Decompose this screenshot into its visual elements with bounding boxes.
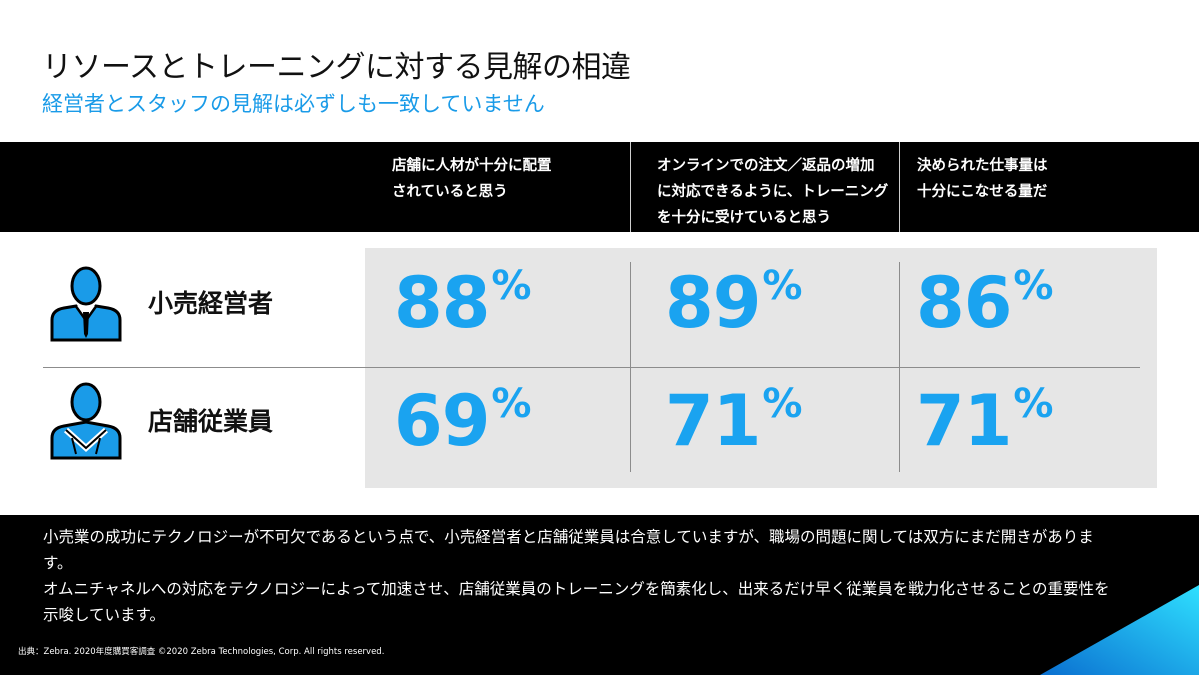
row-label-employee: 店舗従業員 [148,407,274,436]
column-header-staffing: 店舗に人材が十分に配置 されていると思う [392,158,552,200]
stat-employee-workload: 71% [916,380,1054,462]
stat-employee-staffing: 69% [394,380,532,462]
column-header-training: オンラインでの注文／返品の増加 に対応できるように、トレーニング を十分に受けて… [657,158,889,226]
manager-person-icon [50,266,122,342]
column-separator [630,142,631,232]
column-separator [899,142,900,232]
column-header-workload: 決められた仕事量は 十分にこなせる量だ [917,158,1048,200]
data-table-background [365,248,1157,488]
row-label-manager: 小売経営者 [148,289,274,318]
summary-text: 小売業の成功にテクノロジーが不可欠であるという点で、小売経営者と店舗従業員は合意… [43,528,1110,624]
cell-divider [899,262,900,472]
employee-person-icon [50,382,122,460]
page-title: リソースとトレーニングに対する見解の相違 [42,50,631,85]
cell-divider [630,262,631,472]
stat-manager-staffing: 88% [394,262,532,344]
summary-band [0,515,1199,675]
stat-employee-training: 71% [665,380,803,462]
column-header-band [0,142,1199,232]
source-note: 出典：Zebra. 2020年度購買客調査 ©2020 Zebra Techno… [18,647,385,657]
page-subtitle: 経営者とスタッフの見解は必ずしも一致していません [42,92,545,116]
stat-manager-training: 89% [665,262,803,344]
stat-manager-workload: 86% [916,262,1054,344]
corner-accent-shape [1040,585,1199,675]
row-divider [43,367,1140,368]
